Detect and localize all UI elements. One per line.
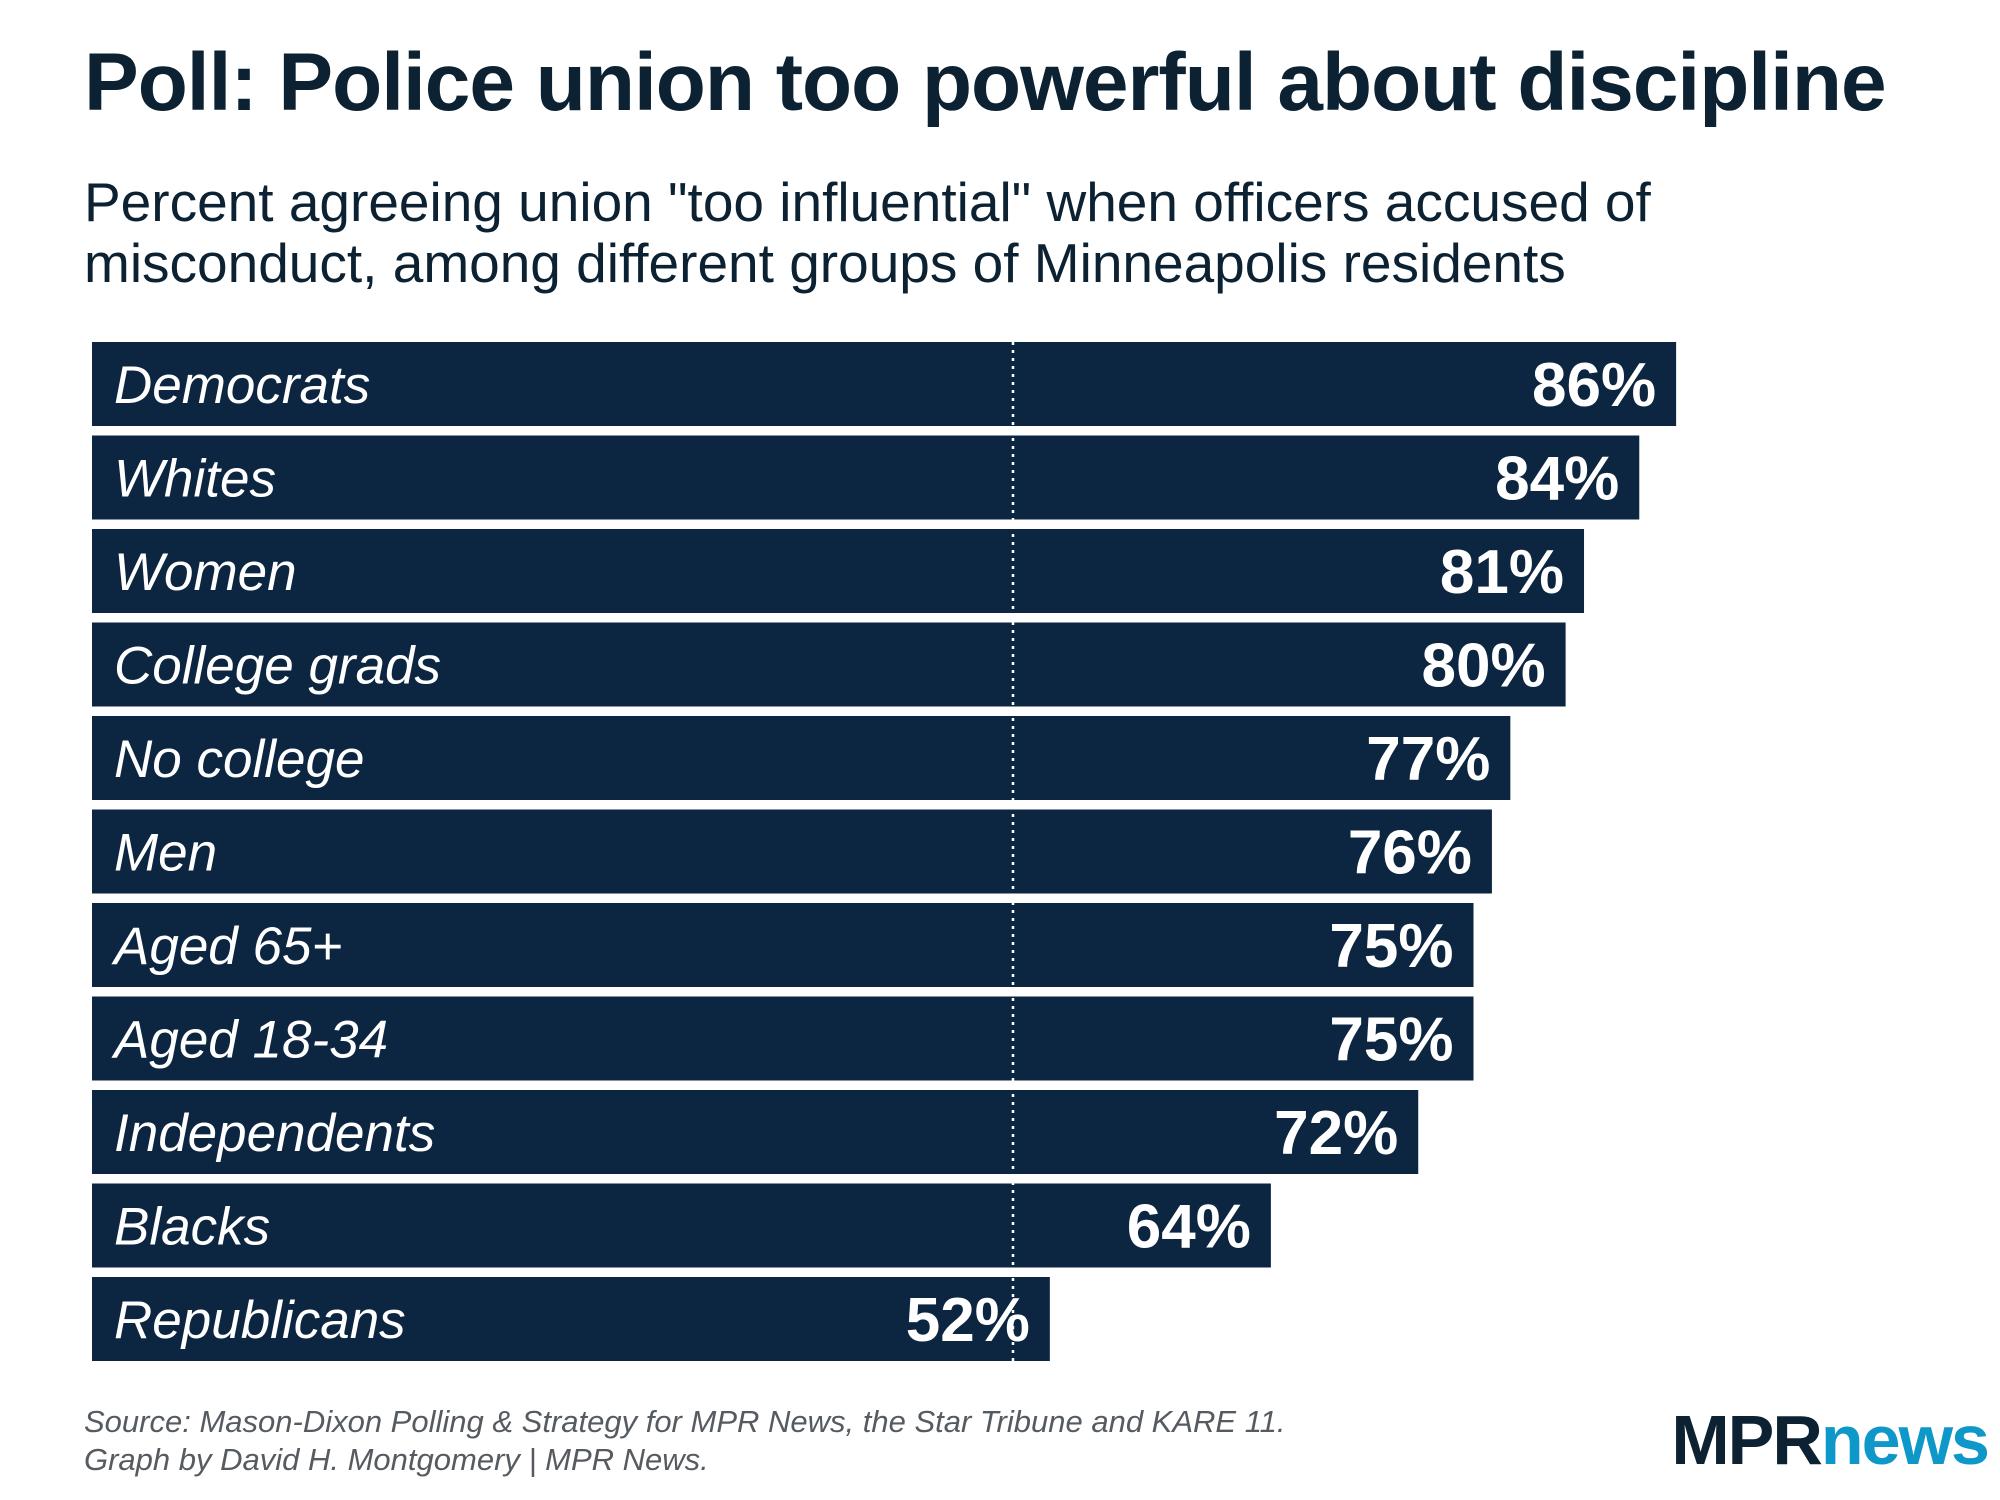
- mpr-news-logo: MPRnews: [1671, 1405, 1990, 1475]
- bar-group-democrats: Democrats 86%: [92, 342, 1677, 426]
- bar-value-label: 84%: [1495, 445, 1619, 514]
- bar-category-label: Women: [114, 543, 297, 602]
- bar-men: [92, 809, 1492, 894]
- bar-value-label: 81%: [1440, 538, 1564, 607]
- bar-value-label: 77%: [1366, 725, 1490, 794]
- bar-independents: [92, 1090, 1419, 1174]
- bar-category-label: College grads: [114, 637, 441, 696]
- bar-category-label: Democrats: [114, 356, 370, 415]
- bar-value-label: 52%: [906, 1286, 1030, 1355]
- bar-aged-18-34: [92, 996, 1474, 1081]
- chart-title: Poll: Police union too powerful about di…: [84, 37, 1887, 128]
- bar-college-grads: [92, 622, 1566, 707]
- bar-category-label: Aged 18-34: [111, 1011, 388, 1070]
- bar-category-label: Republicans: [114, 1291, 406, 1350]
- bar-blacks: [92, 1183, 1271, 1268]
- bar-category-label: No college: [114, 730, 364, 789]
- bar-chart: Democrats 86% Whites 84% Women 81% College gra…: [92, 342, 1677, 1361]
- source-line: Source: Mason-Dixon Polling & Strategy f…: [84, 1404, 1286, 1439]
- bar-value-label: 64%: [1127, 1193, 1251, 1262]
- bar-women: [92, 529, 1585, 613]
- bar-whites: [92, 435, 1640, 520]
- bar-value-label: 80%: [1422, 632, 1546, 701]
- bar-aged-65: [92, 903, 1474, 987]
- bar-value-label: 86%: [1532, 351, 1656, 420]
- bar-category-label: Blacks: [114, 1198, 270, 1257]
- bar-category-label: Independents: [114, 1104, 435, 1163]
- bar-republicans: [92, 1277, 1050, 1361]
- bar-value-label: 76%: [1348, 819, 1472, 888]
- bar-group-aged-65: Aged 65+ 75%: [92, 903, 1474, 987]
- bar-group-republicans: Republicans 52%: [92, 1277, 1050, 1361]
- bar-value-label: 75%: [1329, 912, 1453, 981]
- bar-category-label: Aged 65+: [111, 917, 342, 976]
- bar-group-college-grads: College grads 80%: [92, 622, 1566, 707]
- bar-no-college: [92, 716, 1511, 800]
- source-note: Source: Mason-Dixon Polling & Strategy f…: [84, 1403, 1286, 1479]
- bar-group-no-college: No college 77%: [92, 716, 1511, 800]
- bar-value-label: 72%: [1274, 1099, 1398, 1168]
- bar-value-label: 75%: [1329, 1006, 1453, 1075]
- bar-group-blacks: Blacks 64%: [92, 1183, 1271, 1268]
- logo-news-text: news: [1820, 1401, 1990, 1479]
- bar-group-women: Women 81%: [92, 529, 1585, 613]
- credit-line: Graph by David H. Montgomery | MPR News.: [84, 1441, 709, 1477]
- bar-category-label: Whites: [114, 450, 276, 509]
- bar-group-whites: Whites 84%: [92, 435, 1640, 520]
- bar-category-label: Men: [114, 824, 217, 883]
- chart-subtitle: Percent agreeing union "too influential"…: [84, 171, 1651, 294]
- logo-mpr-text: MPR: [1671, 1401, 1823, 1479]
- bar-group-independents: Independents 72%: [92, 1090, 1419, 1174]
- bar-group-aged-18-34: Aged 18-34 75%: [92, 996, 1474, 1081]
- bar-democrats: [92, 342, 1677, 426]
- bar-group-men: Men 76%: [92, 809, 1492, 894]
